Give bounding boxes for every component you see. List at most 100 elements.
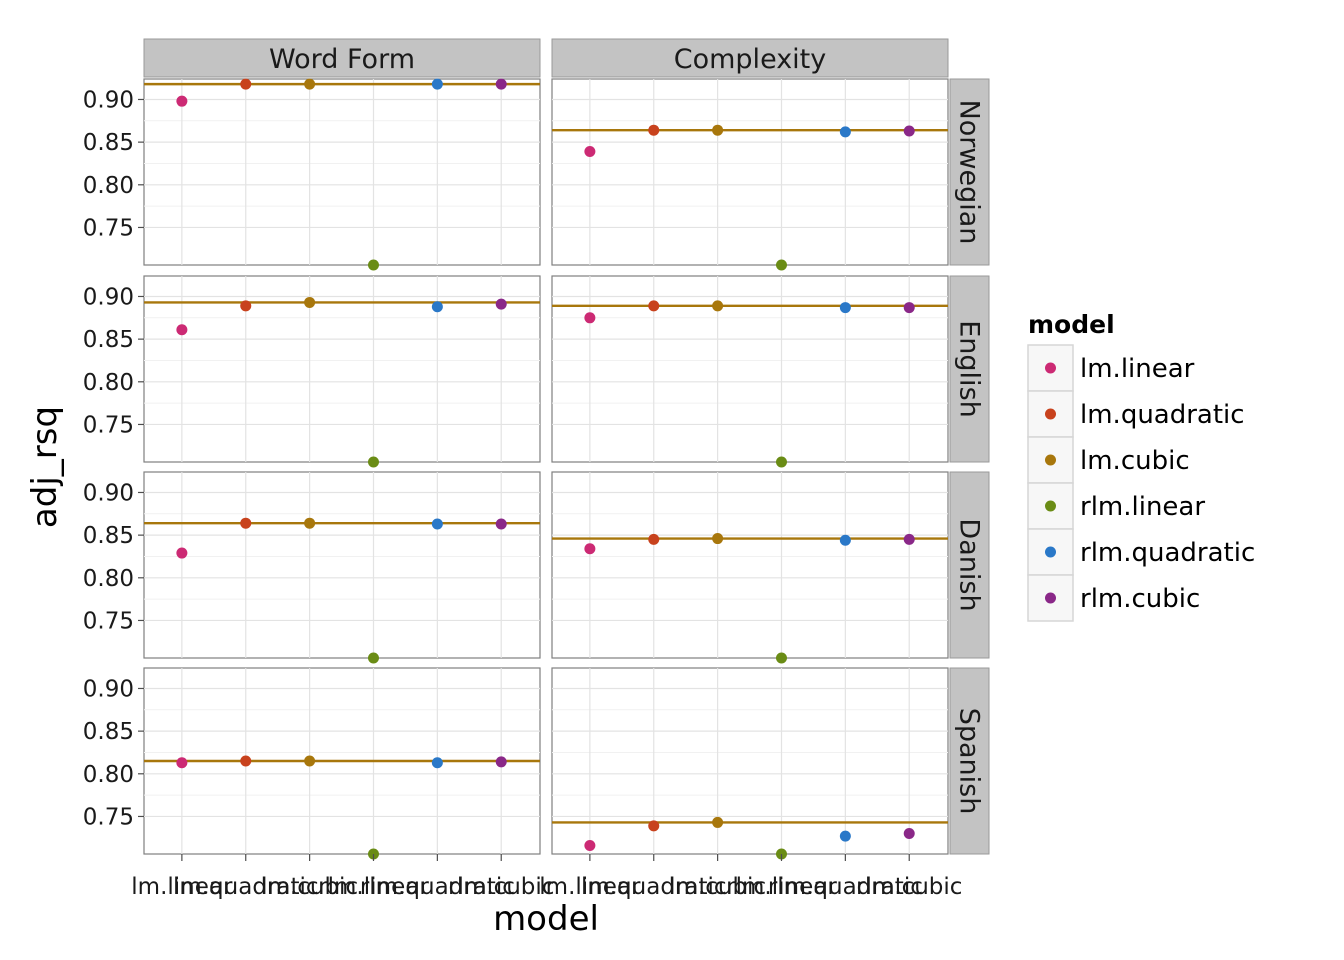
row-strip-label-3: Spanish [954,708,985,815]
legend-swatch-lm.quadratic [1045,408,1056,420]
data-point-rlm.cubic [495,298,507,310]
row-strip-label-0: Norwegian [954,100,985,245]
data-point-lm.cubic [712,300,724,312]
legend-label-rlm.quadratic: rlm.quadratic [1080,538,1255,568]
y-tick-label: 0.90 [83,676,134,702]
panel-7 [551,667,949,855]
data-point-lm.cubic [304,755,316,767]
legend-swatch-rlm.quadratic [1045,546,1056,558]
x-tick-label: rlm.cubic [448,874,554,900]
y-tick-label: 0.85 [83,719,134,745]
y-tick-label: 0.80 [83,370,134,396]
panel-0 [143,78,541,266]
data-point-lm.cubic [304,517,316,529]
x-axis-title: model [493,899,599,939]
data-point-lm.linear [176,95,188,107]
column-strip-1 [551,38,949,78]
data-point-rlm.linear [367,259,379,271]
row-strip-label-2: Danish [954,518,985,611]
row-strip-2 [949,471,990,659]
x-tick-label: rlm.cubic [856,874,962,900]
data-point-lm.quadratic [648,124,660,136]
x-tick-label: rlm.linear [318,874,429,900]
y-tick-label: 0.75 [83,804,134,830]
data-point-rlm.quadratic [431,757,443,769]
data-point-lm.linear [176,324,188,336]
x-tick-label: rlm.quadratic [768,874,923,900]
y-tick-label: 0.85 [83,327,134,353]
data-point-lm.cubic [304,296,316,308]
data-point-lm.linear [584,543,596,555]
data-point-lm.cubic [712,124,724,136]
data-point-lm.cubic [304,78,316,90]
data-point-rlm.quadratic [839,830,851,842]
data-point-lm.quadratic [240,755,252,767]
data-point-lm.quadratic [648,533,660,545]
data-point-lm.linear [176,757,188,769]
x-tick-label: rlm.quadratic [360,874,515,900]
data-point-lm.quadratic [240,517,252,529]
data-point-lm.quadratic [648,820,660,832]
data-point-rlm.linear [775,259,787,271]
column-strip-label-1: Complexity [674,44,827,75]
legend-label-rlm.linear: rlm.linear [1080,492,1205,522]
legend-title: model [1028,310,1115,339]
data-point-rlm.linear [367,456,379,468]
data-point-rlm.cubic [903,533,915,545]
y-tick-label: 0.75 [83,215,134,241]
x-tick-label: lm.quadratic [173,874,319,900]
data-point-rlm.linear [775,456,787,468]
y-tick-label: 0.90 [83,480,134,506]
data-point-rlm.cubic [495,518,507,530]
data-point-lm.cubic [712,533,724,545]
legend-label-lm.quadratic: lm.quadratic [1080,400,1245,430]
panel-1 [551,78,949,266]
column-strip-label-0: Word Form [269,44,415,75]
data-point-lm.linear [584,312,596,324]
y-tick-label: 0.85 [83,130,134,156]
legend-label-lm.cubic: lm.cubic [1080,446,1190,476]
legend-swatch-lm.linear [1045,362,1056,374]
data-point-lm.quadratic [648,300,660,312]
data-point-lm.quadratic [240,300,252,312]
row-strip-label-1: English [954,320,985,418]
x-tick-label: lm.cubic [261,874,358,900]
data-point-rlm.cubic [495,756,507,768]
panel-5 [551,471,949,659]
data-point-lm.quadratic [240,78,252,90]
y-tick-label: 0.90 [83,87,134,113]
x-tick-label: rlm.linear [726,874,837,900]
legend-swatch-rlm.linear [1045,500,1056,512]
data-point-rlm.quadratic [431,301,443,313]
x-tick-label: lm.cubic [669,874,766,900]
legend-label-rlm.cubic: rlm.cubic [1080,584,1200,614]
x-tick-label: lm.quadratic [581,874,727,900]
legend-swatch-lm.cubic [1045,454,1056,466]
panel-3 [551,275,949,463]
y-tick-label: 0.80 [83,173,134,199]
data-point-lm.linear [584,839,596,851]
data-point-rlm.quadratic [839,126,851,138]
panel-4 [143,471,541,659]
data-point-rlm.linear [367,652,379,664]
y-tick-label: 0.80 [83,762,134,788]
row-strip-0 [949,78,990,266]
x-tick-label: lm.linear [131,874,233,900]
data-point-rlm.linear [775,652,787,664]
data-point-lm.linear [176,547,188,559]
y-tick-label: 0.85 [83,523,134,549]
data-point-lm.cubic [712,816,724,828]
column-strip-0 [143,38,541,78]
data-point-lm.linear [584,146,596,158]
data-point-rlm.quadratic [839,534,851,546]
row-strip-3 [949,667,990,855]
y-tick-label: 0.75 [83,412,134,438]
x-tick-label: lm.linear [539,874,641,900]
data-point-rlm.cubic [903,302,915,314]
data-point-rlm.quadratic [839,302,851,314]
data-point-rlm.cubic [495,78,507,90]
data-point-rlm.cubic [903,828,915,840]
panel-2 [143,275,541,463]
